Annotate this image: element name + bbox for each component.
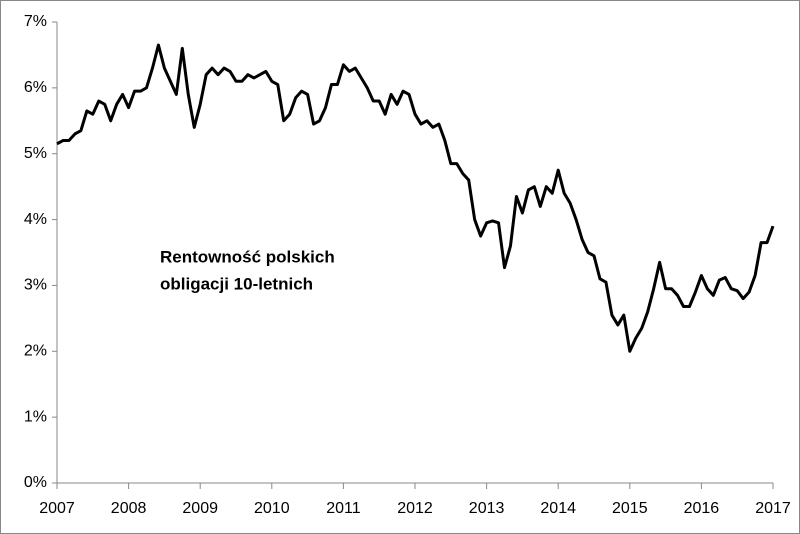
y-tick-label: 0% <box>24 474 47 491</box>
x-tick-label: 2012 <box>397 500 433 517</box>
x-tick-label: 2011 <box>326 500 361 517</box>
x-tick-label: 2016 <box>684 500 720 517</box>
x-tick-label: 2007 <box>39 500 75 517</box>
x-tick-label: 2014 <box>540 500 576 517</box>
y-tick-label: 2% <box>24 343 47 360</box>
y-tick-label: 6% <box>24 79 47 96</box>
series-line <box>56 43 775 353</box>
annotation-line: obligacji 10-letnich <box>160 274 313 293</box>
y-tick-label: 7% <box>24 13 47 30</box>
y-tick-label: 4% <box>24 211 47 228</box>
x-tick-label: 2010 <box>254 500 290 517</box>
y-tick-label: 3% <box>24 277 47 294</box>
x-tick-label: 2015 <box>612 500 648 517</box>
x-tick-label: 2008 <box>111 500 147 517</box>
y-tick-label: 1% <box>24 408 47 425</box>
annotation-line: Rentowność polskich <box>160 247 335 266</box>
y-tick-label: 5% <box>24 145 47 162</box>
x-tick-label: 2009 <box>182 500 218 517</box>
x-tick-label: 2013 <box>469 500 505 517</box>
x-tick-label: 2017 <box>755 500 791 517</box>
